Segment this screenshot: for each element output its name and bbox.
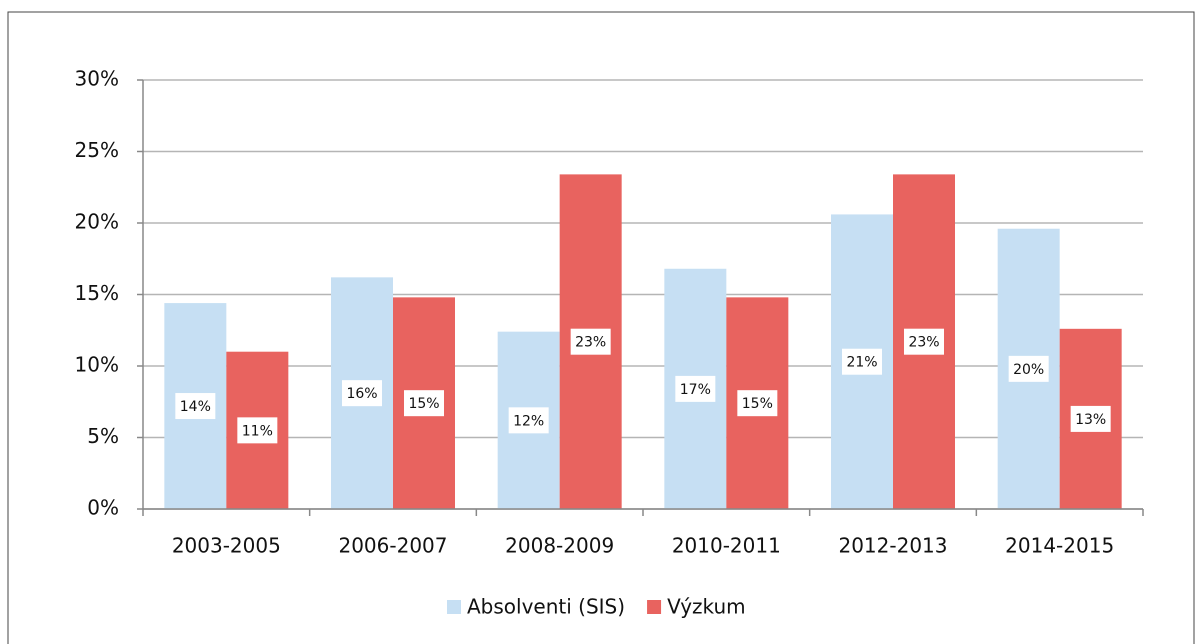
value-label: 21% <box>846 355 877 371</box>
value-label-box <box>842 348 882 375</box>
x-tick-label: 2008-2009 <box>505 534 614 558</box>
value-label: 15% <box>408 396 439 412</box>
x-tick-label: 2014-2015 <box>1005 534 1114 558</box>
x-tick-label: 2003-2005 <box>172 534 281 558</box>
value-label-box <box>508 407 549 434</box>
value-label: 23% <box>575 335 606 351</box>
value-label-box <box>570 328 611 355</box>
value-label: 16% <box>346 386 377 402</box>
y-tick-label: 0% <box>87 496 119 520</box>
y-tick-label: 25% <box>75 138 119 162</box>
legend-swatch <box>447 600 461 614</box>
value-label-box <box>237 417 278 444</box>
value-label-box <box>1070 405 1111 432</box>
value-label: 17% <box>680 382 711 398</box>
y-tick-label: 10% <box>75 353 119 377</box>
y-tick-label: 5% <box>87 424 119 448</box>
value-label: 14% <box>180 399 211 415</box>
x-tick-label: 2006-2007 <box>338 534 447 558</box>
value-label: 11% <box>242 423 273 439</box>
value-label-box <box>737 390 778 417</box>
y-tick-label: 30% <box>75 67 119 91</box>
y-tick-label: 20% <box>75 210 119 234</box>
x-tick-label: 2010-2011 <box>672 534 781 558</box>
value-label: 12% <box>513 413 544 429</box>
value-label: 23% <box>908 335 939 351</box>
value-label: 15% <box>742 396 773 412</box>
value-label-box <box>1008 355 1049 382</box>
value-label-box <box>175 393 216 420</box>
value-label: 13% <box>1075 412 1106 428</box>
legend-label: Absolventi (SIS) <box>467 595 625 619</box>
legend-label: Výzkum <box>667 595 746 619</box>
y-tick-label: 15% <box>75 281 119 305</box>
x-tick-label: 2012-2013 <box>838 534 947 558</box>
value-label-box <box>904 328 944 355</box>
value-label: 20% <box>1013 362 1044 378</box>
legend-swatch <box>647 600 662 614</box>
value-label-box <box>675 375 716 402</box>
value-label-box <box>342 380 382 407</box>
value-label-box <box>404 390 444 417</box>
